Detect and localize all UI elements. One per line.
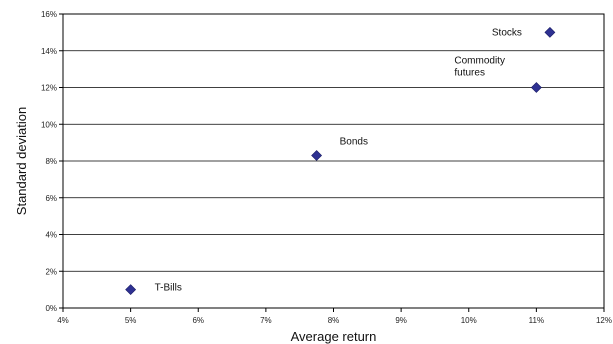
x-axis-title: Average return (291, 329, 377, 344)
data-point-label: futures (454, 68, 485, 79)
y-tick-label: 12% (41, 84, 57, 93)
data-point-marker (530, 82, 542, 93)
x-tick-label: 7% (260, 316, 272, 325)
y-tick-label: 10% (41, 120, 57, 129)
data-point-marker (544, 26, 556, 38)
y-tick-label: 14% (41, 47, 57, 56)
x-tick-label: 12% (596, 316, 612, 325)
x-tick-label: 4% (57, 316, 69, 325)
data-point-label: Stocks (492, 27, 522, 38)
x-axis-ticks: 4% 5% 6% 7% 8% 9% 10% 11% 12% (57, 308, 612, 325)
y-tick-label: 2% (45, 267, 57, 276)
x-tick-label: 11% (529, 316, 544, 325)
x-tick-label: 9% (395, 316, 407, 325)
y-tick-label: 16% (41, 10, 57, 19)
x-tick-label: 8% (328, 316, 340, 325)
x-tick-label: 6% (192, 316, 204, 325)
data-point-label: T-Bills (155, 283, 182, 294)
data-point-label: Bonds (340, 136, 368, 147)
y-tick-label: 0% (45, 304, 57, 313)
y-tick-label: 6% (45, 194, 57, 203)
x-tick-label: 5% (125, 316, 137, 325)
data-point-marker (125, 284, 137, 296)
y-axis-ticks: 0% 2% 4% 6% 8% 10% 12% 14% 16% (41, 10, 63, 313)
y-tick-label: 4% (45, 231, 57, 240)
y-axis-title: Standard deviation (14, 107, 29, 215)
grid-lines (63, 50, 604, 272)
y-tick-label: 8% (45, 157, 57, 166)
data-point-label: Commodity (454, 56, 505, 67)
x-tick-label: 10% (461, 316, 477, 325)
data-point-marker (311, 150, 323, 161)
